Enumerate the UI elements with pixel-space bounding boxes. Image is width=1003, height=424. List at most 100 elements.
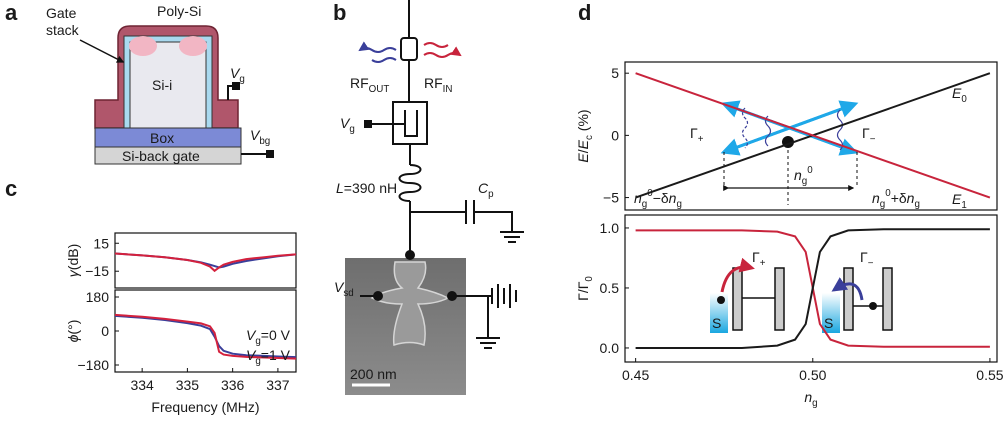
- text-part: g: [802, 176, 807, 187]
- text-part: n: [669, 190, 677, 206]
- capacitor: [410, 200, 524, 243]
- y-tick-label: 15: [93, 235, 109, 251]
- photon: [836, 109, 844, 151]
- label: Poly-Si: [157, 3, 201, 19]
- text-part: V: [230, 65, 241, 81]
- text-part: −: [870, 134, 876, 145]
- photon: [741, 107, 749, 149]
- guide-line: [723, 144, 858, 205]
- text-part: V: [246, 327, 257, 343]
- annotation: E1: [952, 191, 967, 211]
- annotation: ng0+δng: [872, 188, 920, 210]
- blob: [129, 36, 157, 56]
- arrow: [79, 39, 125, 63]
- x-tick-label: 0.50: [799, 367, 826, 383]
- annotation: S: [824, 315, 833, 331]
- label: Gate: [46, 5, 77, 21]
- text-part: 1: [961, 200, 966, 211]
- text-part: =390 nH: [344, 180, 397, 196]
- text-part: −δ: [653, 190, 669, 206]
- text-part: Γ: [690, 125, 698, 141]
- blob: [179, 36, 207, 56]
- text-part: V: [246, 347, 257, 363]
- annotation: ng0: [794, 165, 813, 187]
- text-part: (%): [575, 109, 591, 135]
- text-part: n: [907, 190, 915, 206]
- annotation: Γ−: [860, 249, 874, 269]
- label: L=390 nH: [336, 180, 397, 196]
- text-part: E: [952, 85, 962, 101]
- barrier: [843, 267, 854, 331]
- text-part: RF: [350, 75, 369, 91]
- scale-label: 200 nm: [350, 366, 397, 382]
- sem-device: [370, 261, 450, 346]
- photon: [764, 115, 772, 147]
- tunnel-arrow: [720, 257, 755, 293]
- wire: [370, 110, 418, 137]
- x-axis-label: ng: [804, 389, 817, 409]
- rf-in-arrow: [423, 42, 449, 48]
- x-tick-label: 335: [176, 377, 200, 393]
- legend-entry: Vg=0 V: [246, 327, 291, 347]
- plot-frame: [624, 214, 998, 363]
- rf-in-arrow: [423, 46, 462, 58]
- text-part: V: [340, 115, 351, 131]
- text-part: +: [698, 134, 704, 145]
- legend-entry: Vg=1 V: [246, 347, 291, 367]
- label: Vsd: [334, 279, 354, 299]
- barrier: [732, 267, 743, 331]
- text-part: g: [349, 124, 354, 135]
- y-axis-label: Γ/Γ0: [575, 276, 595, 301]
- panel-label: d: [578, 0, 591, 25]
- series-line: [114, 252, 297, 273]
- barrier: [774, 267, 785, 331]
- y-tick-label: 0.0: [600, 340, 620, 356]
- text-part: +: [760, 258, 766, 269]
- label: Vbg: [250, 127, 270, 147]
- x-tick-label: 0.55: [976, 367, 1003, 383]
- text-part: g: [676, 199, 681, 210]
- annotation: Γ−: [862, 125, 876, 145]
- text-part: g: [239, 74, 244, 85]
- text-part: g: [812, 398, 817, 409]
- text-part: 0: [961, 94, 967, 105]
- node: [405, 250, 415, 260]
- annotation: S: [712, 315, 721, 331]
- node: [447, 291, 457, 301]
- y-axis-label: E/Ec (%): [575, 109, 595, 162]
- y-tick-label: −15: [85, 263, 109, 279]
- x-tick-label: 334: [130, 377, 154, 393]
- text-part: RF: [424, 75, 443, 91]
- label: Cp: [478, 180, 494, 200]
- text-part: sd: [343, 288, 353, 299]
- y-tick-label: 180: [86, 289, 110, 305]
- x-tick-label: 337: [266, 377, 290, 393]
- label: Vg: [340, 115, 355, 135]
- label: Si-i: [152, 77, 172, 93]
- text-part: −: [868, 258, 874, 269]
- y-tick-label: 5: [611, 65, 619, 81]
- text-part: g: [642, 199, 647, 210]
- text-part: L: [336, 180, 344, 196]
- text-part: =0 V: [261, 327, 291, 343]
- y-tick-label: −5: [603, 190, 619, 206]
- text-part: g: [255, 356, 260, 367]
- label: RFOUT: [350, 75, 389, 95]
- plot-frame: [624, 61, 998, 211]
- node: [373, 291, 383, 301]
- label: Si-back gate: [122, 148, 200, 164]
- device-diagram: [79, 25, 274, 165]
- coax: [400, 37, 418, 61]
- x-tick-label: 336: [221, 377, 245, 393]
- label: RFIN: [424, 75, 452, 95]
- text-part: 0: [807, 165, 813, 176]
- text-part: n: [634, 190, 642, 206]
- text-part: (°): [65, 320, 81, 335]
- text-part: n: [804, 389, 812, 405]
- y-tick-label: 0: [101, 323, 109, 339]
- text-part: (dB): [65, 244, 81, 270]
- label: Box: [150, 130, 174, 146]
- text-part: n: [872, 190, 880, 206]
- annotation: E0: [952, 85, 967, 105]
- y-axis-label: γ(dB): [65, 244, 81, 277]
